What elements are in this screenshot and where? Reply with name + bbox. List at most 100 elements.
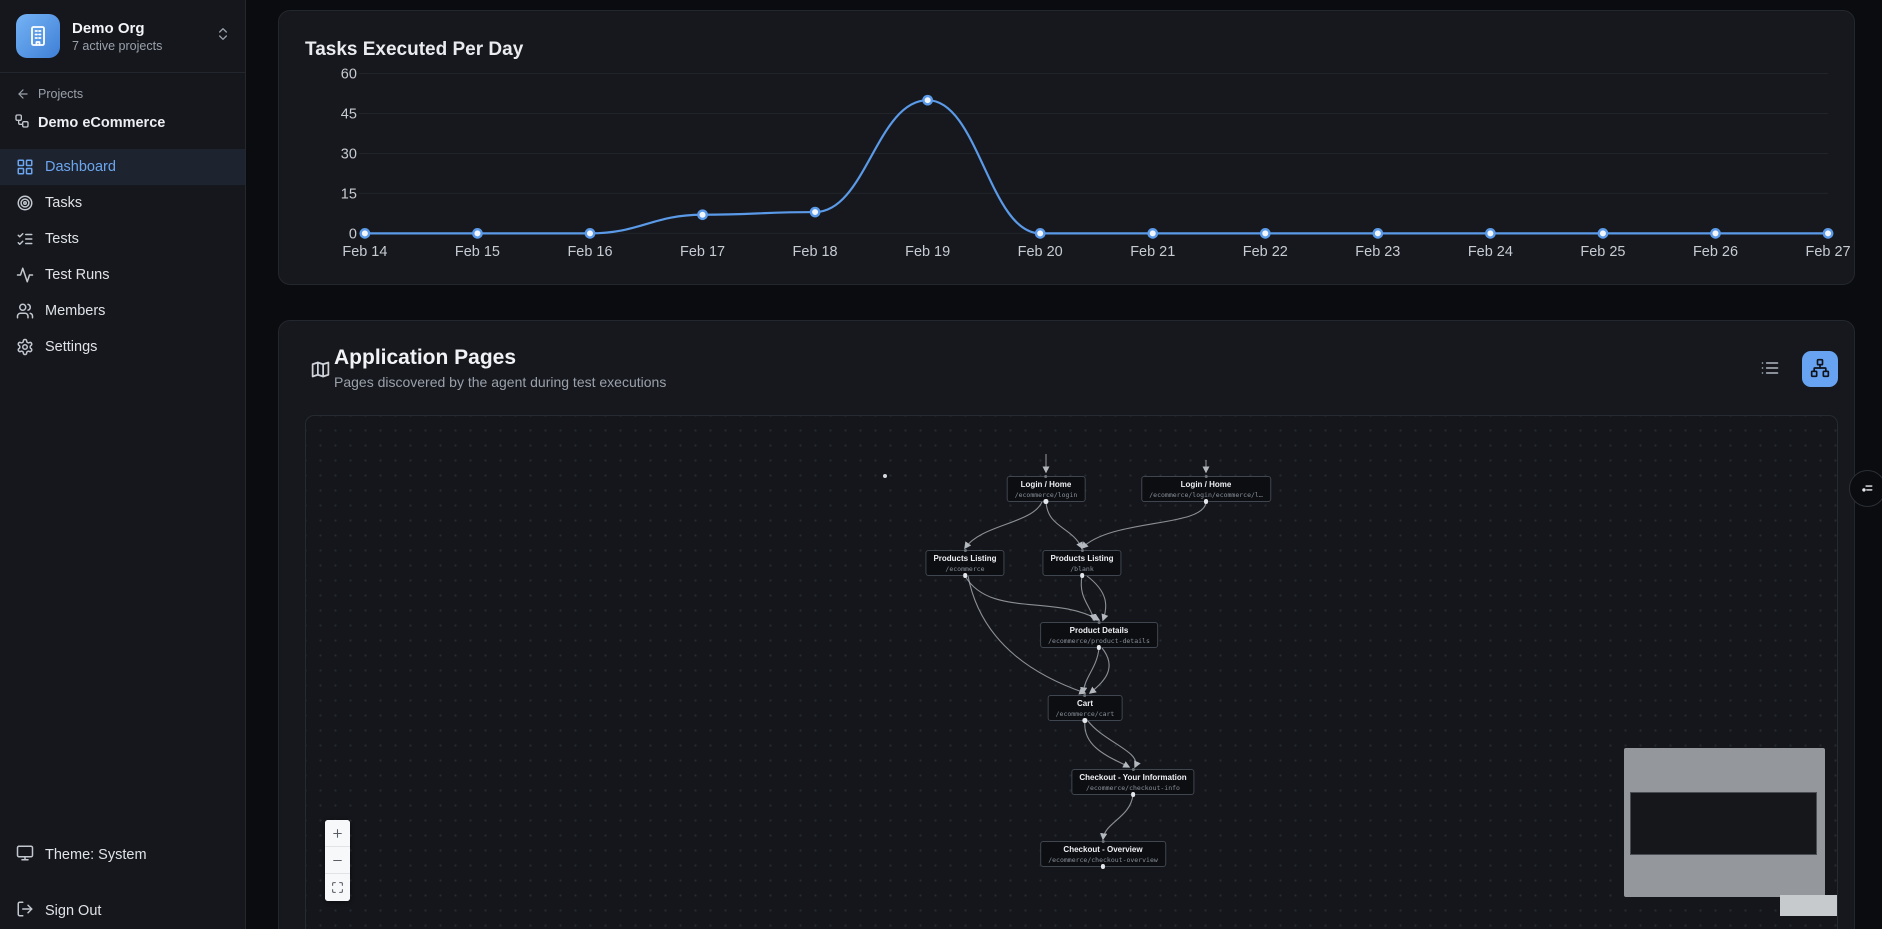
chevrons-up-down-icon[interactable] [215, 26, 231, 47]
node-handle-bottom[interactable] [962, 573, 968, 578]
flow-minimap[interactable] [1624, 748, 1825, 897]
data-point[interactable] [922, 94, 934, 106]
sidebar-item-test-runs[interactable]: Test Runs [0, 257, 245, 293]
project-name: Demo eCommerce [38, 115, 166, 131]
page-node-path: /ecommerce/login/ecommerce/l… [1149, 491, 1263, 499]
node-handle-top[interactable] [1204, 475, 1208, 478]
zoom-out-button[interactable] [325, 847, 350, 874]
page-node-p1[interactable]: Products Listing/ecommerce [925, 549, 1005, 578]
node-handle-top[interactable] [1131, 768, 1135, 771]
y-tick-label: 15 [341, 186, 357, 202]
node-handle-bottom[interactable] [1043, 499, 1049, 504]
list-view-button[interactable] [1752, 351, 1788, 387]
y-tick-label: 0 [349, 226, 357, 242]
data-point[interactable] [1147, 228, 1159, 239]
stray-node-dot [883, 474, 887, 478]
page-node-path: /ecommerce/checkout-overview [1048, 856, 1158, 864]
node-handle-top[interactable] [1101, 840, 1105, 843]
data-point[interactable] [1710, 228, 1721, 239]
data-point[interactable] [697, 209, 708, 221]
feedback-widget-button[interactable] [1849, 470, 1882, 507]
chart-title: Tasks Executed Per Day [305, 39, 524, 60]
flow-edge [1087, 720, 1141, 769]
data-point[interactable] [584, 228, 596, 239]
flow-edge [1088, 647, 1110, 694]
node-handle-bottom[interactable] [1082, 718, 1088, 723]
node-handle-bottom[interactable] [1100, 864, 1106, 869]
page-node-pd[interactable]: Product Details/ecommerce/product-detail… [1040, 621, 1158, 650]
page-node-co[interactable]: Checkout - Overview/ecommerce/checkout-o… [1040, 840, 1166, 869]
y-tick-label: 30 [341, 146, 357, 162]
page-node-title: Login / Home [1020, 480, 1072, 489]
page-node-ci[interactable]: Checkout - Your Information/ecommerce/ch… [1071, 768, 1195, 797]
x-tick-label: Feb 27 [1806, 244, 1851, 260]
org-text: Demo Org 7 active projects [72, 20, 203, 53]
footer-item-label: Sign Out [45, 903, 102, 919]
page-node-l1[interactable]: Login / Home/ecommerce/login [1006, 475, 1086, 504]
page-node-p2[interactable]: Products Listing/blank [1042, 549, 1122, 578]
node-handle-top[interactable] [1044, 475, 1048, 478]
node-handle-bottom[interactable] [1203, 499, 1209, 504]
footer-item-label: Theme: System [45, 847, 147, 863]
data-point[interactable] [809, 206, 821, 218]
node-handle-bottom[interactable] [1096, 645, 1102, 650]
back-label: Projects [38, 87, 84, 101]
data-point[interactable] [1822, 228, 1834, 239]
network-icon [1810, 358, 1830, 381]
data-point[interactable] [1034, 228, 1046, 239]
node-handle-top[interactable] [1080, 549, 1084, 552]
theme-system-button[interactable]: Theme: System [16, 837, 229, 873]
data-point[interactable] [1259, 228, 1271, 239]
minimap-viewport-rect[interactable] [1630, 792, 1817, 855]
back-to-projects-link[interactable]: Projects [0, 83, 245, 105]
data-point[interactable] [1597, 228, 1609, 239]
node-handle-bottom[interactable] [1130, 792, 1136, 797]
page-node-path: /ecommerce/checkout-info [1086, 784, 1180, 792]
sidebar-item-dashboard[interactable]: Dashboard [0, 149, 245, 185]
sidebar-item-label: Settings [45, 339, 98, 355]
zoom-in-button[interactable] [325, 820, 350, 847]
x-tick-label: Feb 26 [1693, 244, 1738, 260]
pages-flow-canvas[interactable]: Login / Home/ecommerce/login Login / Home… [305, 415, 1838, 929]
org-subtitle: 7 active projects [72, 38, 163, 53]
sidebar-item-tests[interactable]: Tests [0, 221, 245, 257]
main-content: Tasks Executed Per Day 0 15 30 45 60 Feb 14 Fe… [246, 0, 1882, 929]
node-handle-top[interactable] [963, 549, 967, 552]
x-tick-label: Feb 18 [793, 244, 838, 260]
sidebar-item-members[interactable]: Members [0, 293, 245, 329]
x-tick-label: Feb 17 [680, 244, 725, 260]
flow-edge [1080, 575, 1097, 622]
org-switcher[interactable]: Demo Org 7 active projects [0, 0, 245, 70]
sidebar-divider [0, 72, 245, 73]
node-handle-bottom[interactable] [1079, 573, 1085, 578]
sidebar-item-tasks[interactable]: Tasks [0, 185, 245, 221]
sidebar-item-label: Test Runs [45, 267, 110, 283]
page-node-title: Login / Home [1180, 480, 1232, 489]
sign-out-icon [16, 900, 34, 922]
flow-controls [325, 820, 350, 901]
sidebar-item-label: Dashboard [45, 159, 116, 175]
graph-view-button[interactable] [1802, 351, 1838, 387]
x-tick-label: Feb 14 [342, 244, 387, 260]
sign-out-button[interactable]: Sign Out [16, 893, 229, 929]
data-point[interactable] [472, 228, 483, 239]
x-tick-label: Feb 16 [567, 244, 612, 260]
x-tick-label: Feb 23 [1355, 244, 1400, 260]
page-node-ct[interactable]: Cart/ecommerce/cart [1047, 694, 1123, 723]
data-point[interactable] [1372, 228, 1384, 239]
list-icon [1760, 358, 1780, 381]
page-node-title: Checkout - Your Information [1079, 773, 1187, 782]
flow-edge [1100, 794, 1134, 841]
page-node-l2[interactable]: Login / Home/ecommerce/login/ecommerce/l… [1141, 475, 1271, 504]
pages-title: Application Pages [334, 346, 517, 369]
project-name-row[interactable]: Demo eCommerce [0, 105, 245, 143]
node-handle-top[interactable] [1097, 621, 1101, 624]
data-point[interactable] [359, 228, 371, 239]
map-icon [310, 359, 331, 385]
arrow-left-icon [18, 89, 28, 99]
sidebar-item-settings[interactable]: Settings [0, 329, 245, 365]
tasks-line-chart: 0 15 30 45 60 Feb 14 Feb 15 Feb 16 Feb 17 Feb 18 F… [341, 67, 1851, 261]
node-handle-top[interactable] [1083, 694, 1087, 697]
fit-view-button[interactable] [325, 874, 350, 901]
data-point[interactable] [1484, 228, 1496, 239]
